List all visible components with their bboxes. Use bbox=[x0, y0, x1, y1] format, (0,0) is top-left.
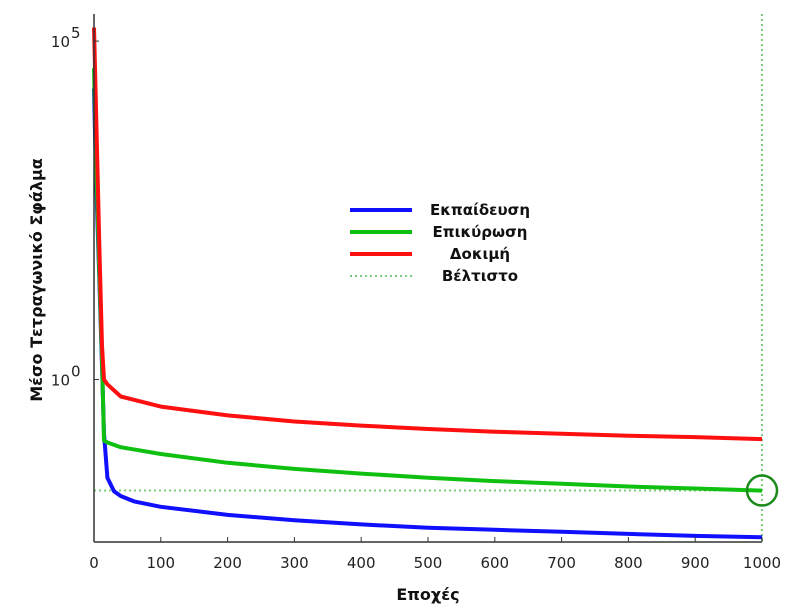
y-axis-title: Μέσο Τετραγωνικό Σφάλμα bbox=[27, 158, 46, 402]
x-tick-label: 800 bbox=[614, 554, 643, 572]
legend-label-1: Επικύρωση bbox=[433, 223, 528, 241]
x-tick-label: 1000 bbox=[743, 554, 781, 572]
legend-label-3: Βέλτιστο bbox=[442, 267, 518, 285]
y-tick-exponent: 0 bbox=[71, 363, 81, 381]
series-line-0 bbox=[92, 88, 763, 540]
series-line-2 bbox=[92, 27, 763, 442]
x-axis-title: Εποχές bbox=[396, 585, 459, 604]
x-tick-label: 700 bbox=[547, 554, 576, 572]
x-tick-label: 900 bbox=[681, 554, 710, 572]
x-tick-label: 500 bbox=[414, 554, 443, 572]
best-point-marker bbox=[745, 474, 779, 507]
x-tick-label: 0 bbox=[89, 554, 99, 572]
x-tick-label: 100 bbox=[146, 554, 175, 572]
y-tick-exponent: 5 bbox=[71, 24, 81, 42]
x-tick-label: 200 bbox=[213, 554, 242, 572]
x-tick-label: 600 bbox=[480, 554, 509, 572]
y-tick-label: 10 bbox=[51, 372, 70, 390]
legend: Εκπαίδευση Επικύρωση Δοκιμή Βέλτιστο bbox=[350, 201, 530, 285]
x-tick-label: 300 bbox=[280, 554, 309, 572]
legend-label-2: Δοκιμή bbox=[450, 245, 510, 263]
axes bbox=[93, 14, 763, 543]
plot-area bbox=[92, 14, 779, 542]
y-tick-label: 10 bbox=[51, 33, 70, 51]
x-tick-label: 400 bbox=[347, 554, 376, 572]
legend-label-0: Εκπαίδευση bbox=[430, 201, 530, 219]
